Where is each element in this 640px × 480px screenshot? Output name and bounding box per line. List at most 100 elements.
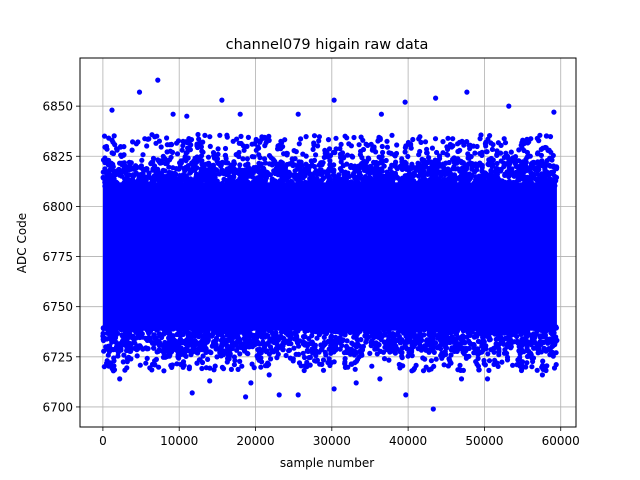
data-point [360, 343, 366, 350]
data-point [127, 163, 133, 169]
data-point [303, 162, 309, 168]
data-point [349, 325, 355, 331]
data-point [465, 161, 472, 167]
data-point [144, 166, 150, 172]
data-point [249, 325, 255, 331]
data-point [308, 178, 314, 184]
data-point [201, 164, 207, 170]
data-point [150, 155, 157, 161]
data-point [205, 356, 211, 362]
data-point [490, 176, 496, 182]
data-point [126, 354, 132, 360]
data-point [396, 183, 402, 189]
data-point [399, 156, 405, 162]
data-point [100, 175, 107, 181]
data-point [145, 136, 151, 142]
data-point [374, 324, 381, 330]
data-point [481, 328, 487, 334]
data-point [137, 362, 143, 368]
data-point [376, 183, 382, 189]
data-point [110, 151, 117, 157]
data-point [100, 333, 106, 339]
data-point [450, 166, 456, 172]
data-point [153, 356, 159, 362]
data-point [274, 183, 280, 189]
data-point [317, 361, 323, 367]
data-point [106, 349, 112, 355]
data-point [144, 355, 150, 361]
data-point [100, 325, 106, 332]
data-point [296, 327, 302, 333]
data-point [292, 168, 298, 174]
data-point [531, 159, 537, 165]
data-point [193, 159, 199, 166]
data-point [494, 324, 500, 330]
data-point [515, 340, 521, 346]
data-point [473, 161, 479, 167]
data-point [475, 324, 481, 330]
data-point [143, 360, 149, 366]
outlier-point [353, 380, 359, 386]
data-point [101, 348, 107, 354]
data-point [494, 160, 500, 167]
data-point [122, 367, 128, 373]
data-point [426, 331, 432, 337]
data-point [216, 171, 222, 177]
data-point [382, 344, 388, 350]
data-point [505, 156, 512, 162]
data-point [169, 364, 175, 370]
data-point [279, 171, 285, 177]
data-point [380, 149, 386, 156]
data-point [418, 344, 424, 350]
chart-title: channel079 higain raw data [226, 37, 429, 53]
data-point [540, 362, 546, 369]
data-point [357, 348, 363, 354]
data-point [392, 161, 398, 167]
data-point [130, 139, 136, 145]
data-point [268, 356, 274, 362]
data-point [517, 354, 523, 361]
data-point [549, 157, 555, 163]
data-point [158, 144, 164, 150]
data-point [245, 168, 252, 174]
data-point [451, 160, 457, 166]
data-point [420, 162, 426, 168]
data-point [153, 183, 159, 189]
data-point [235, 366, 241, 372]
data-point [115, 353, 121, 359]
data-point [466, 155, 472, 161]
data-point [208, 350, 214, 356]
data-point [333, 175, 339, 181]
data-point [127, 324, 133, 330]
data-point [258, 364, 264, 370]
data-point [525, 177, 531, 183]
data-point [284, 338, 290, 344]
data-point [194, 360, 200, 366]
data-point [262, 156, 268, 162]
data-point [433, 324, 439, 330]
data-point [515, 324, 521, 330]
data-point [213, 324, 219, 330]
data-point [144, 337, 150, 343]
data-point [197, 357, 203, 363]
data-point [326, 356, 332, 362]
data-point [295, 179, 301, 185]
data-point [178, 182, 184, 188]
data-point [434, 345, 441, 351]
data-point [152, 335, 158, 341]
data-point [539, 177, 546, 183]
data-point [220, 328, 226, 334]
data-point [506, 174, 512, 180]
data-point [358, 134, 364, 140]
outlier-point [161, 368, 167, 374]
data-point [173, 166, 179, 172]
data-point [114, 180, 120, 186]
data-point [237, 351, 243, 357]
data-point [433, 356, 439, 362]
data-point [174, 361, 180, 367]
data-point [354, 325, 360, 331]
data-point [199, 148, 205, 154]
data-point [477, 150, 483, 157]
data-point [522, 183, 528, 189]
data-point [253, 179, 259, 185]
